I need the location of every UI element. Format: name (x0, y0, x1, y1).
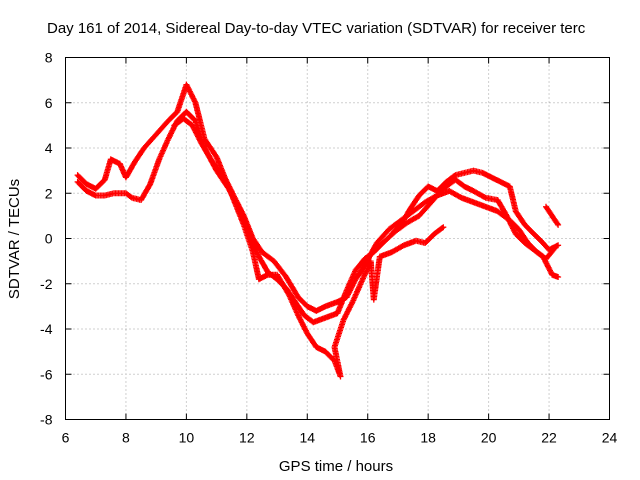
y-tick-label: 4 (45, 140, 53, 156)
series-track-e (543, 203, 562, 228)
series-points-track-d (388, 167, 562, 253)
series-layer (74, 81, 562, 380)
series-points-track-e (543, 203, 562, 228)
x-tick-label: 12 (239, 430, 255, 446)
chart-title: Day 161 of 2014, Sidereal Day-to-day VTE… (47, 20, 586, 37)
y-tick-labels: -8 -6 -4 -2 0 2 4 6 8 (40, 50, 53, 428)
x-tick-label: 18 (420, 430, 436, 446)
x-tick-labels: 6 8 10 12 14 16 18 20 22 24 (62, 430, 618, 446)
x-axis-label: GPS time / hours (279, 458, 393, 475)
y-tick-label: -8 (40, 412, 53, 428)
x-tick-label: 6 (62, 430, 70, 446)
y-tick-label: -2 (40, 276, 53, 292)
y-tick-label: 8 (45, 50, 53, 66)
y-axis-label: SDTVAR / TECUs (6, 179, 23, 299)
series-points-track-c (171, 115, 447, 380)
x-tick-label: 24 (602, 430, 618, 446)
y-tick-label: -4 (40, 321, 53, 337)
x-tick-label: 16 (360, 430, 376, 446)
y-tick-label: 2 (45, 185, 53, 201)
series-track-c (171, 115, 447, 380)
x-tick-label: 14 (299, 430, 315, 446)
y-tick-label: 6 (45, 95, 53, 111)
x-tick-label: 10 (179, 430, 195, 446)
x-tick-label: 8 (122, 430, 130, 446)
y-tick-label: 0 (45, 231, 53, 247)
x-tick-label: 22 (541, 430, 557, 446)
plot-frame (65, 57, 610, 420)
x-tick-label: 20 (481, 430, 497, 446)
y-tick-label: -6 (40, 366, 53, 382)
series-track-d (388, 167, 562, 253)
